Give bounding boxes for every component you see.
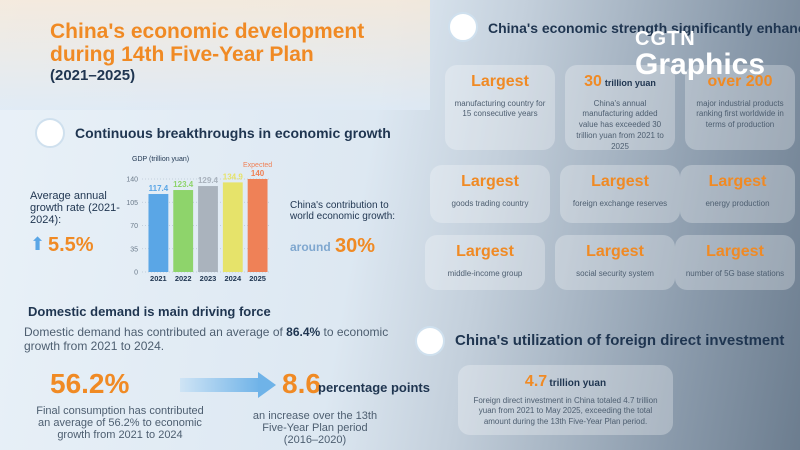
demand-text: Domestic demand has contributed an avera… <box>24 325 404 353</box>
value-label: 123.4 <box>173 180 194 189</box>
stat-card: over 200 major industrial products rankin… <box>685 65 795 150</box>
bar <box>173 190 194 272</box>
stat-value: Largest <box>461 173 519 190</box>
icon <box>448 12 478 42</box>
consumption-text: Final consumption has contributed an ave… <box>36 405 204 441</box>
stat-big: Largest <box>453 71 547 93</box>
value-label: 117.4 <box>149 184 169 193</box>
x-tick-label: 2021 <box>150 274 167 282</box>
stat-text: foreign exchange reserves <box>572 198 668 208</box>
stat-card: Largest middle-income group <box>425 235 545 290</box>
stat-text: China's annual manufacturing added value… <box>576 98 664 151</box>
stat-value: over 200 <box>707 73 773 90</box>
stat-value: Largest <box>591 173 649 190</box>
stat-text: goods trading country <box>451 198 529 208</box>
value-label: 134.9 <box>223 172 244 181</box>
bar <box>222 182 243 272</box>
stat-text: manufacturing country for 15 consecutive… <box>454 98 546 119</box>
stat-card: Largest energy production <box>680 165 795 223</box>
value: 86.4% <box>286 325 321 339</box>
y-tick-label: 140 <box>126 177 138 184</box>
contribution-label: China's contribution to world economic g… <box>290 200 396 222</box>
text: to economic growth from 2021 to 2024. <box>24 325 389 353</box>
y-tick-label: 70 <box>130 223 138 230</box>
x-tick-label: 2025 <box>249 274 266 282</box>
contribution-prefix: around <box>290 240 331 254</box>
increase-value: 8.6 <box>282 368 321 399</box>
increase-text: an increase over the 13th Five-Year Plan… <box>252 410 378 446</box>
stat-text: number of 5G base stations <box>685 268 785 278</box>
arrow-up: ⬆ <box>30 234 46 254</box>
bar <box>198 186 218 272</box>
stat-big: Largest <box>683 241 787 263</box>
stat-big: Largest <box>438 171 542 193</box>
section-heading: China's economic strength significantly … <box>488 20 800 36</box>
value-label: 140 <box>251 169 265 178</box>
stat-big: Largest <box>433 241 537 263</box>
contribution-value: 30% <box>335 235 376 257</box>
stat-big: Largest <box>688 171 787 193</box>
section-heading: Domestic demand is main driving force <box>28 304 271 319</box>
x-tick-label: 2022 <box>175 274 192 282</box>
stat-text: major industrial products ranking first … <box>696 98 784 130</box>
period: (2021–2025) <box>50 67 136 84</box>
gdp-chart: GDP (trillion yuan) 0 35 70 105 140 117.4 2021… <box>126 156 272 282</box>
fdi-text: Foreign direct investment in China total… <box>473 395 658 427</box>
stat-big: over 200 <box>693 71 787 93</box>
stat-card: Largest goods trading country <box>430 165 550 223</box>
fdi-card: 4.7 trillion yuan Foreign direct investm… <box>458 365 673 435</box>
bar <box>148 194 169 272</box>
section-heading: Continuous breakthroughs in economic gro… <box>75 125 391 141</box>
arrow-head <box>258 372 276 398</box>
stat-card: Largest foreign exchange reserves <box>560 165 680 223</box>
section-heading: China's utilization of foreign direct in… <box>455 332 785 349</box>
stat-big: Largest <box>563 241 667 263</box>
stat-unit: trillion yuan <box>604 78 656 88</box>
stat-text: middle-income group <box>447 268 523 278</box>
stat-value: Largest <box>586 243 644 260</box>
arrow <box>180 378 260 392</box>
increase-unit: percentage points <box>318 380 430 395</box>
stat-card: Largest number of 5G base stations <box>675 235 795 290</box>
header-banner <box>0 0 430 110</box>
title: China's economic development during 14th… <box>50 20 365 67</box>
stat-text: social security system <box>576 268 654 278</box>
icon <box>415 326 445 356</box>
stat-value: Largest <box>708 173 767 190</box>
value-label: 129.4 <box>198 176 219 185</box>
fdi-value: 4.7 <box>524 373 548 390</box>
annotation: Expected <box>243 162 272 169</box>
stat-text: energy production <box>705 198 770 208</box>
brand-line2: Graphics <box>635 48 766 81</box>
stat-big: 30 trillion yuan <box>573 71 667 93</box>
stat-card: 30 trillion yuan China's annual manufactur… <box>565 65 675 151</box>
y-tick-label: 105 <box>126 200 138 207</box>
x-tick-label: 2024 <box>224 274 242 282</box>
y-tick-label: 35 <box>130 246 138 253</box>
y-axis-label: GDP (trillion yuan) <box>132 156 189 163</box>
rate-label: Average annual growth rate (2021-2024): <box>30 190 120 226</box>
rate-value: 5.5% <box>48 234 94 256</box>
text: Domestic demand has contributed an avera… <box>24 325 287 339</box>
stat-card: Largest manufacturing country for 15 cons… <box>445 65 555 150</box>
stat-big: Largest <box>568 171 672 193</box>
fdi-unit: trillion yuan <box>549 378 607 389</box>
stat-value: Largest <box>706 243 764 260</box>
y-tick-label: 0 <box>134 270 138 277</box>
consumption-value: 56.2% <box>50 368 130 399</box>
bar <box>247 179 268 272</box>
stat-value: Largest <box>471 73 529 90</box>
stat-value: Largest <box>456 243 514 260</box>
x-tick-label: 2023 <box>200 274 217 282</box>
icon <box>35 118 65 148</box>
stat-value: 30 <box>584 73 602 90</box>
stat-card: Largest social security system <box>555 235 675 290</box>
brand-line1: CGTN <box>635 28 696 50</box>
